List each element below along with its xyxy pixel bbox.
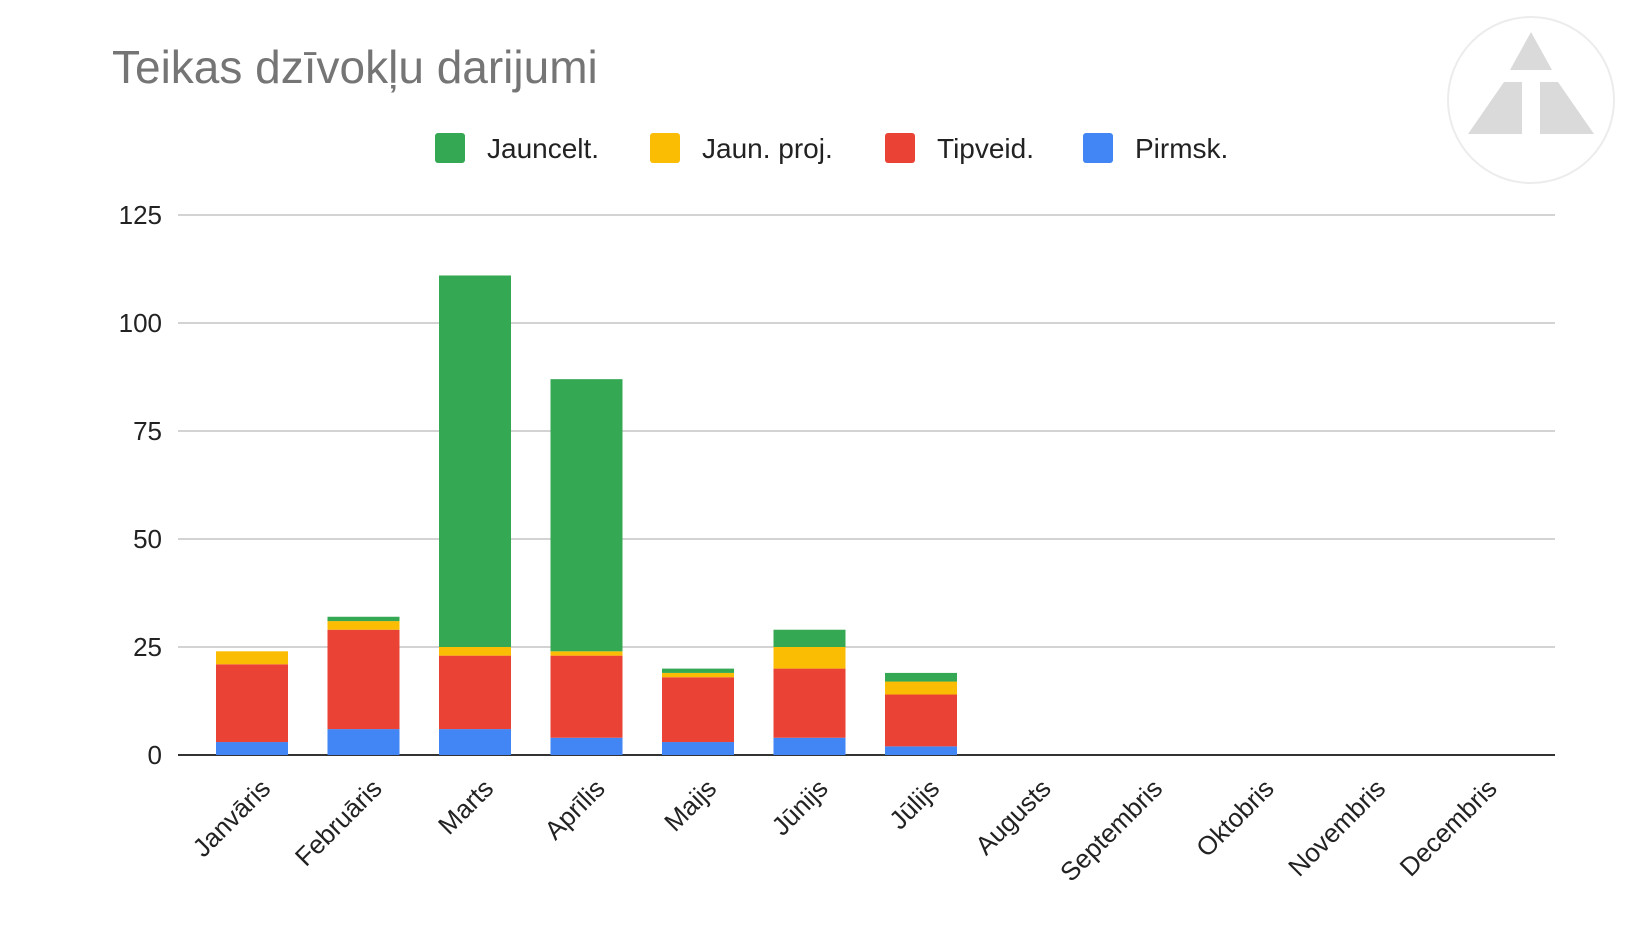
bar-pirmsk-junijs bbox=[773, 737, 846, 755]
y-tick-label: 0 bbox=[148, 740, 162, 770]
bar-jaun-proj-janvaris bbox=[216, 651, 288, 665]
x-tick-label: Novembris bbox=[1282, 773, 1391, 882]
legend-label-jauncelt: Jauncelt. bbox=[487, 133, 599, 164]
bar-jaun-proj-marts bbox=[439, 647, 511, 656]
bar-pirmsk-februaris bbox=[327, 729, 400, 755]
y-tick-label: 75 bbox=[133, 416, 162, 446]
y-tick-label: 50 bbox=[133, 524, 162, 554]
bar-tipveid-janvaris bbox=[216, 664, 288, 743]
bar-jauncelt-julijs bbox=[885, 672, 957, 682]
bar-tipveid-februaris bbox=[327, 629, 400, 730]
x-tick-label: Marts bbox=[432, 773, 499, 840]
x-tick-label: Februāris bbox=[289, 773, 388, 872]
bar-tipveid-junijs bbox=[773, 668, 846, 738]
legend-swatch-jauncelt bbox=[435, 133, 465, 163]
bar-pirmsk-maijs bbox=[662, 742, 734, 755]
bar-jauncelt-februaris bbox=[327, 616, 400, 622]
y-tick-label: 25 bbox=[133, 632, 162, 662]
bar-jauncelt-junijs bbox=[773, 629, 846, 647]
legend: Jauncelt. Jaun. proj. Tipveid. Pirmsk. bbox=[435, 133, 1228, 164]
y-tick-label: 100 bbox=[119, 308, 162, 338]
bar-tipveid-maijs bbox=[662, 677, 734, 743]
legend-swatch-tipveid bbox=[885, 133, 915, 163]
x-tick-label: Oktobris bbox=[1190, 773, 1280, 863]
chart-title: Teikas dzīvokļu darijumi bbox=[112, 41, 598, 93]
bar-pirmsk-julijs bbox=[885, 746, 957, 755]
bar-jaun-proj-julijs bbox=[885, 681, 957, 695]
x-tick-label: Maijs bbox=[658, 773, 722, 837]
bar-pirmsk-aprilis bbox=[550, 737, 623, 755]
bar-jaun-proj-maijs bbox=[662, 672, 734, 678]
bar-jaun-proj-februaris bbox=[327, 621, 400, 630]
bar-jaun-proj-junijs bbox=[773, 647, 846, 669]
bars bbox=[216, 275, 957, 755]
y-axis: 0 25 50 75 100 125 bbox=[119, 200, 162, 770]
legend-swatch-pirmsk bbox=[1083, 133, 1113, 163]
x-tick-label: Decembris bbox=[1394, 773, 1503, 882]
legend-label-pirmsk: Pirmsk. bbox=[1135, 133, 1228, 164]
x-tick-label: Septembris bbox=[1054, 773, 1168, 887]
x-tick-label: Augusts bbox=[969, 773, 1057, 861]
bar-tipveid-aprilis bbox=[550, 655, 623, 738]
bar-pirmsk-janvaris bbox=[216, 742, 288, 755]
x-tick-label: Jūlijs bbox=[883, 773, 945, 835]
bar-pirmsk-marts bbox=[439, 729, 511, 755]
bar-jauncelt-aprilis bbox=[550, 379, 623, 652]
bar-jaun-proj-aprilis bbox=[550, 651, 623, 656]
x-tick-label: Aprīlis bbox=[538, 773, 610, 845]
x-axis: Janvāris Februāris Marts Aprīlis Maijs Jūnijs… bbox=[187, 773, 1503, 887]
x-tick-label: Janvāris bbox=[187, 773, 277, 863]
x-tick-label: Jūnijs bbox=[766, 773, 834, 841]
y-tick-label: 125 bbox=[119, 200, 162, 230]
legend-label-jaun-proj: Jaun. proj. bbox=[702, 133, 833, 164]
bar-jauncelt-marts bbox=[439, 275, 511, 647]
legend-label-tipveid: Tipveid. bbox=[937, 133, 1034, 164]
bar-tipveid-marts bbox=[439, 655, 511, 730]
triangle-logo-icon bbox=[1447, 16, 1615, 184]
bar-jauncelt-maijs bbox=[662, 668, 734, 673]
gridlines bbox=[178, 214, 1555, 756]
legend-swatch-jaun-proj bbox=[650, 133, 680, 163]
bar-tipveid-julijs bbox=[885, 694, 957, 747]
